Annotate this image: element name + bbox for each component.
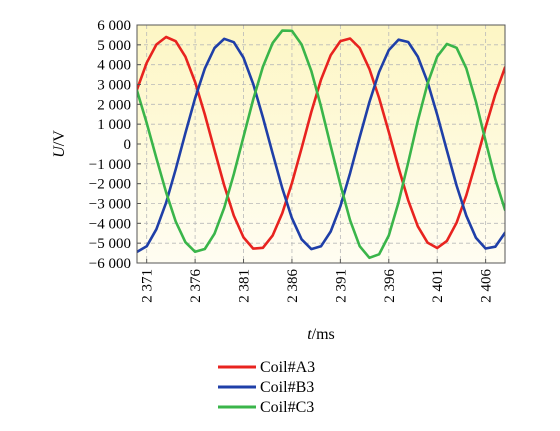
x-tick-label: 2 376 [188, 269, 204, 303]
y-tick-label: −4 000 [89, 216, 131, 232]
y-axis-label-symbol: U [51, 145, 68, 158]
y-axis-label-unit: /V [51, 130, 68, 146]
x-tick-label: 2 406 [479, 269, 495, 303]
x-tick-label: 2 381 [237, 269, 253, 303]
y-tick-label: 4 000 [97, 58, 131, 74]
y-tick-label: −6 000 [89, 256, 131, 272]
y-tick-label: −3 000 [89, 197, 131, 213]
y-axis-label: U/V [51, 130, 68, 158]
y-tick-label: −2 000 [89, 177, 131, 193]
series-line [137, 37, 505, 254]
x-tick-label: 2 371 [140, 269, 156, 303]
x-axis-label-unit: /ms [312, 326, 335, 343]
x-axis-label: t/ms [307, 326, 335, 343]
y-tick-label: 5 000 [97, 38, 131, 54]
y-tick-label: 1 000 [97, 117, 131, 133]
series-line [137, 29, 505, 260]
y-tick-label: 0 [124, 137, 132, 153]
x-tick-label: 2 401 [430, 269, 446, 303]
x-axis-ticks: 2 371 2 376 2 381 2 386 2 391 2 396 2 401 2 406 [140, 259, 495, 303]
y-tick-label: −1 000 [89, 157, 131, 173]
series-lines [137, 29, 505, 260]
y-tick-label: 6 000 [97, 18, 131, 34]
y-tick-label: −5 000 [89, 236, 131, 252]
legend-label: Coil#C3 [260, 399, 314, 416]
x-tick-label: 2 391 [333, 269, 349, 303]
series-line [137, 35, 505, 250]
y-tick-label: 2 000 [97, 97, 131, 113]
x-tick-label: 2 396 [382, 269, 398, 303]
y-tick-label: 3 000 [97, 78, 131, 94]
y-axis-ticks: 6 000 5 000 4 000 3 000 2 000 1 000 0 −1 000 −2 … [89, 18, 141, 272]
legend-label: Coil#B3 [260, 379, 314, 396]
legend: Coil#A3 Coil#B3 Coil#C3 [218, 359, 315, 416]
legend-label: Coil#A3 [260, 359, 315, 376]
x-axis-label-symbol: t [307, 326, 312, 343]
x-tick-label: 2 386 [285, 269, 301, 303]
